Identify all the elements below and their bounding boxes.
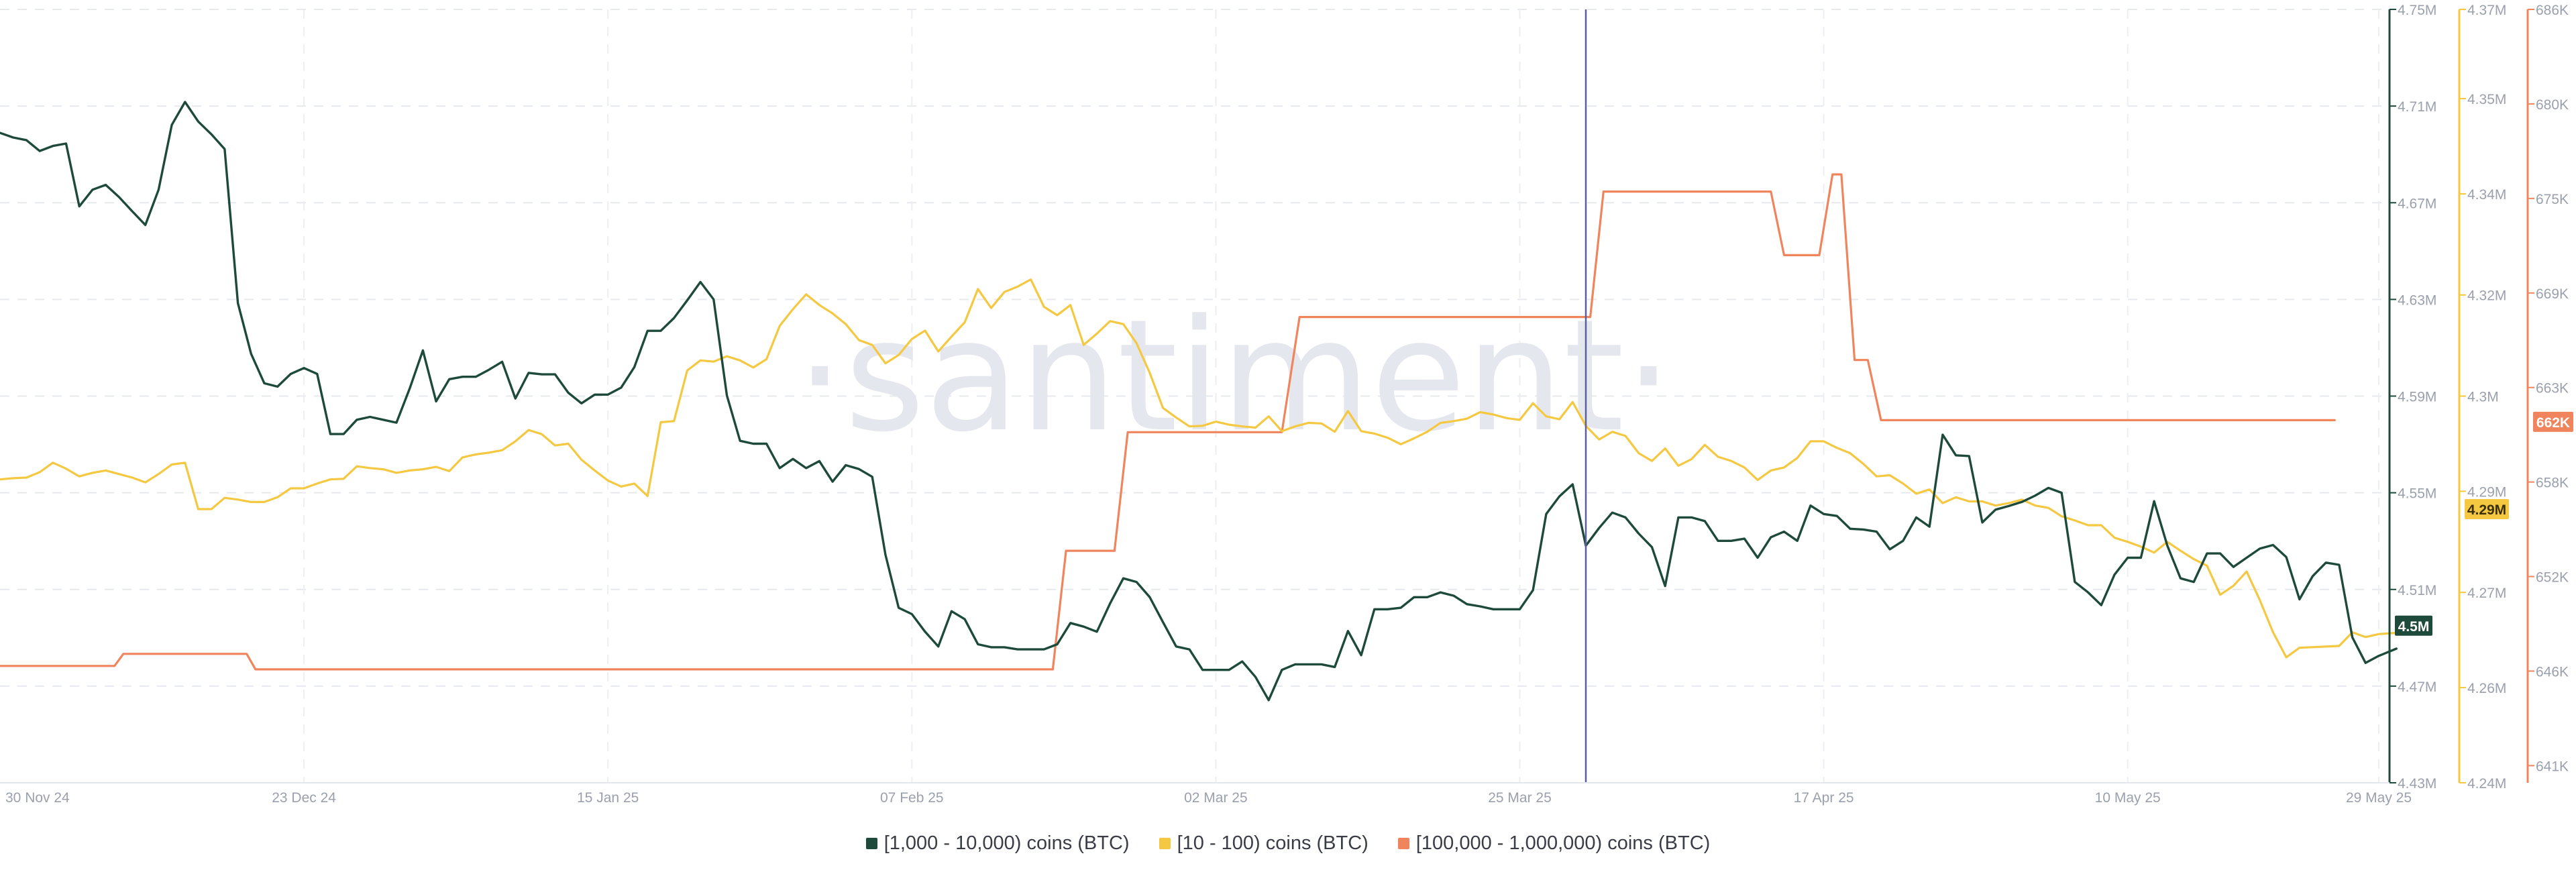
y-axis-orange-tick-label: 652K bbox=[2536, 570, 2569, 586]
x-axis-tick-label: 17 Apr 25 bbox=[1794, 790, 1854, 806]
legend-label: [10 - 100) coins (BTC) bbox=[1177, 832, 1368, 854]
y-axis-orange-tick-label: 658K bbox=[2536, 476, 2569, 491]
y-axis-green-value-badge bbox=[2395, 615, 2432, 636]
y-axis-orange-value-badge bbox=[2533, 411, 2573, 432]
y-axis-yellow-tick-label: 4.37M bbox=[2467, 3, 2506, 18]
series-line-10-100-btc bbox=[0, 278, 2398, 659]
x-axis: 30 Nov 24 23 Dec 24 15 Jan 25 07 Feb 25 02 M… bbox=[0, 782, 2412, 806]
x-axis-tick-label: 29 May 25 bbox=[2346, 790, 2412, 806]
y-axis-yellow-tick-label: 4.3M bbox=[2467, 390, 2499, 405]
y-axis-green-tick-label: 4.75M bbox=[2398, 3, 2436, 18]
legend-label: [1,000 - 10,000) coins (BTC) bbox=[883, 832, 1130, 854]
legend-item-large-holders[interactable]: [1,000 - 10,000) coins (BTC) bbox=[865, 832, 1130, 855]
legend-swatch bbox=[1397, 837, 1409, 849]
y-axis-yellow-value-badge-label: 4.29M bbox=[2467, 502, 2506, 518]
x-axis-tick-label: 25 Mar 25 bbox=[1488, 790, 1552, 806]
x-axis-tick-label: 07 Feb 25 bbox=[880, 790, 944, 806]
y-axis-orange-tick-label: 680K bbox=[2536, 97, 2569, 113]
y-axis-green-tick-label: 4.43M bbox=[2398, 776, 2436, 792]
legend-swatch bbox=[865, 837, 877, 849]
legend-item-small-holders[interactable]: [10 - 100) coins (BTC) bbox=[1159, 832, 1368, 855]
y-axis-green-tick-label: 4.71M bbox=[2398, 99, 2436, 115]
series-line-100000-1000000-btc bbox=[0, 173, 2336, 671]
y-axis-orange-tick-label: 646K bbox=[2536, 664, 2569, 679]
y-axis-orange-tick-label: 675K bbox=[2536, 192, 2569, 207]
y-axis-yellow-tick-label: 4.26M bbox=[2467, 681, 2506, 696]
legend-label: [100,000 - 1,000,000) coins (BTC) bbox=[1415, 832, 1711, 854]
y-axis-green-tick-label: 4.55M bbox=[2398, 486, 2436, 502]
y-axis-yellow-tick-label: 4.27M bbox=[2467, 586, 2506, 601]
y-axis-yellow-tick-label: 4.24M bbox=[2467, 776, 2506, 792]
axes-layer: 4.75M 4.71M 4.67M 4.63M 4.59M 4.55M 4.51M 4.47M… bbox=[2388, 3, 2573, 792]
y-axis-green-tick-label: 4.51M bbox=[2398, 583, 2436, 598]
y-axis-yellow-tick-label: 4.35M bbox=[2467, 92, 2506, 107]
y-axis-orange-tick-label: 669K bbox=[2536, 286, 2569, 302]
x-axis-tick-label: 15 Jan 25 bbox=[577, 790, 639, 806]
series-line-1000-10000-btc bbox=[0, 101, 2398, 702]
x-axis-tick-label: 10 May 25 bbox=[2095, 790, 2161, 806]
y-axis-orange-tick-label: 686K bbox=[2536, 3, 2569, 18]
y-axis-green-tick-label: 4.67M bbox=[2398, 196, 2436, 211]
y-axis-orange-value-badge-label: 662K bbox=[2536, 415, 2570, 431]
legend-item-whale-holders[interactable]: [100,000 - 1,000,000) coins (BTC) bbox=[1397, 832, 1711, 855]
x-axis-tick-label: 30 Nov 24 bbox=[5, 790, 70, 806]
series-layer bbox=[0, 101, 2398, 702]
y-axis-green-value-badge-label: 4.5M bbox=[2398, 619, 2430, 635]
legend-swatch bbox=[1159, 837, 1171, 849]
y-axis-yellow-value-badge bbox=[2465, 499, 2509, 520]
y-axis-green-tick-label: 4.47M bbox=[2398, 679, 2436, 695]
x-axis-tick-label: 23 Dec 24 bbox=[272, 790, 336, 806]
y-axis-orange-tick-label: 663K bbox=[2536, 381, 2569, 396]
y-axis-yellow-tick-label: 4.32M bbox=[2467, 288, 2506, 304]
santiment-watermark: ·santiment· bbox=[796, 287, 1673, 466]
y-axis-green-tick-label: 4.63M bbox=[2398, 292, 2436, 308]
x-axis-tick-label: 02 Mar 25 bbox=[1184, 790, 1248, 806]
y-axis-yellow-tick-label: 4.34M bbox=[2467, 187, 2506, 203]
y-axis-yellow-tick-label: 4.29M bbox=[2467, 484, 2506, 500]
y-axis-green-tick-label: 4.59M bbox=[2398, 390, 2436, 405]
chart-legend: [1,000 - 10,000) coins (BTC) [10 - 100) … bbox=[0, 826, 2576, 860]
y-axis-orange-tick-label: 641K bbox=[2536, 759, 2569, 774]
